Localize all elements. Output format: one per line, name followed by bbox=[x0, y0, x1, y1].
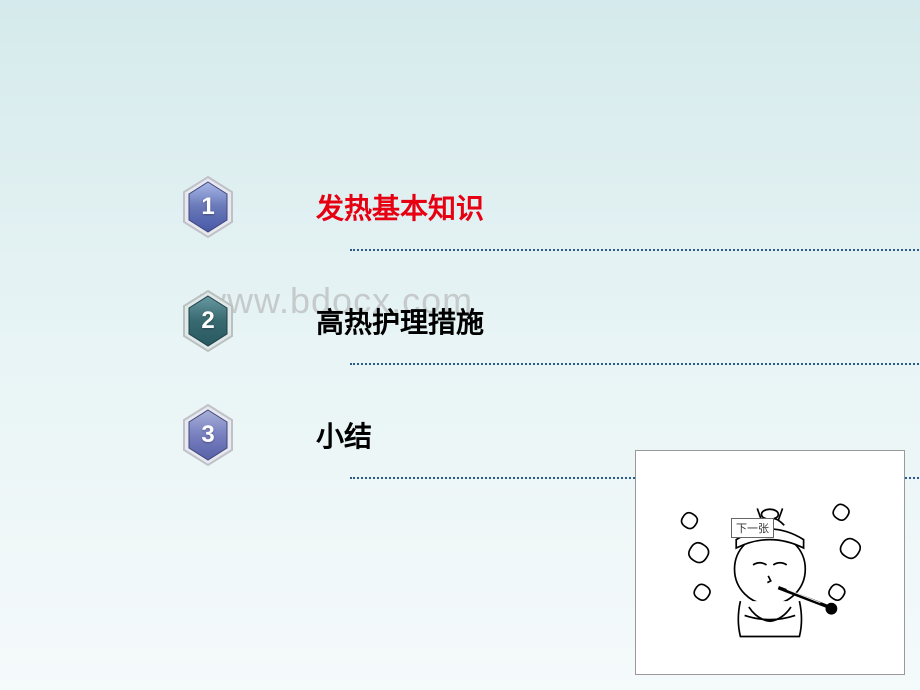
divider-line bbox=[350, 249, 920, 251]
hexagon-number: 1 bbox=[201, 193, 214, 221]
divider-line bbox=[350, 363, 920, 365]
next-button[interactable]: 下一张 bbox=[731, 518, 774, 538]
hexagon-badge-1: 1 bbox=[180, 175, 236, 239]
hexagon-number: 2 bbox=[201, 307, 214, 335]
hexagon-badge-3: 3 bbox=[180, 403, 236, 467]
hexagon-number: 3 bbox=[201, 421, 214, 449]
item-label-2: 高热护理措施 bbox=[316, 301, 484, 341]
hexagon-badge-2: 2 bbox=[180, 289, 236, 353]
content-list: 1 发热基本知识 2 高热护理措施 bbox=[0, 0, 920, 467]
fever-illustration-icon bbox=[656, 468, 884, 658]
list-item: 1 发热基本知识 bbox=[180, 175, 920, 239]
item-label-3: 小结 bbox=[316, 415, 372, 455]
item-label-1: 发热基本知识 bbox=[316, 187, 484, 227]
illustration-box: 下一张 bbox=[635, 450, 905, 675]
list-item: 2 高热护理措施 bbox=[180, 289, 920, 353]
